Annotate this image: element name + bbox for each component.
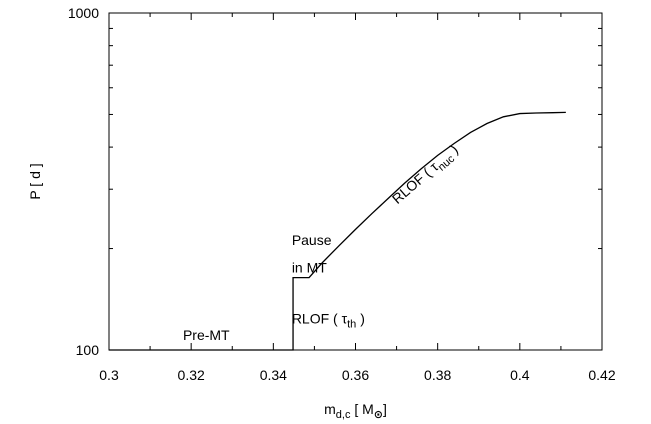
x-tick-label: 0.34 [260,367,287,383]
x-tick-label: 0.36 [342,367,369,383]
series-line [109,111,566,351]
x-tick-label: 0.4 [510,367,530,383]
series-group [109,111,566,351]
annotation: in MT [292,259,327,275]
y-axis-label: P [ d ] [27,163,43,199]
y-ticks: 100 1000 [68,5,602,358]
x-tick-label: 0.32 [178,367,205,383]
annotations: Pre-MT Pause in MT RLOF ( τth ) RLOF ( τnuc … [183,141,464,343]
x-ticks: 0.3 0.32 0.34 0.36 0.38 0.4 0.42 [99,13,616,383]
x-tick-label: 0.38 [424,367,451,383]
plot-frame [108,12,603,351]
x-tick-label: 0.3 [99,367,119,383]
x-tick-label: 0.42 [588,367,615,383]
y-tick-label: 100 [76,342,100,358]
annotation: RLOF ( τnuc ) [389,141,464,210]
x-axis-label: md,c [ M⊙] [324,401,387,421]
annotation: Pause [292,232,332,248]
y-tick-label: 1000 [68,5,99,21]
annotation: Pre-MT [183,327,230,343]
annotation: RLOF ( τth ) [292,310,365,330]
